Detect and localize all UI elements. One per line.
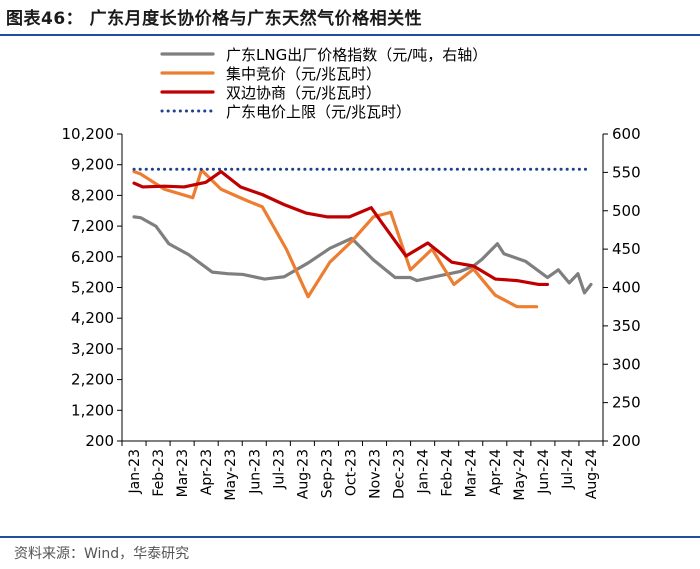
- x-tick-label: May-23: [223, 449, 239, 501]
- x-tick-label: May-24: [512, 449, 528, 501]
- footer-divider: [0, 536, 700, 538]
- left-tick-label: 3,200: [71, 340, 114, 358]
- x-tick-label: Mar-23: [175, 449, 191, 497]
- series-layer: [132, 167, 593, 309]
- x-tick-label: Nov-23: [368, 449, 384, 499]
- axes: 200 1,200 2,200 3,200 4,200 5,200 6,200 7,200 8,…: [62, 125, 641, 501]
- x-tick-label: Dec-23: [392, 449, 408, 499]
- x-tick-label: Jul-23: [271, 449, 287, 490]
- x-tick-label: Sep-23: [319, 449, 335, 498]
- left-tick-label: 200: [85, 432, 114, 450]
- x-tick-label: Oct-23: [343, 449, 359, 496]
- left-tick-label: 6,200: [71, 248, 114, 266]
- x-tick-label: Apr-24: [488, 449, 504, 495]
- legend-label-2: 双边协商（元/兆瓦时）: [226, 84, 381, 102]
- x-tick-label: Jan-24: [416, 449, 432, 495]
- series-line-2: [132, 170, 550, 287]
- title-divider: [0, 34, 700, 36]
- x-tick-label: Jun-24: [536, 449, 552, 495]
- x-tick-label: Jan-23: [127, 449, 143, 494]
- x-tick-label: Aug-24: [584, 449, 600, 499]
- right-tick-label: 300: [612, 355, 641, 373]
- left-tick-label: 5,200: [71, 279, 114, 297]
- x-tick-label: Feb-24: [440, 449, 456, 497]
- legend: 广东LNG出厂价格指数（元/吨，右轴）集中竞价（元/兆瓦时）双边协商（元/兆瓦时…: [160, 46, 487, 121]
- right-tick-label: 200: [612, 432, 641, 450]
- x-tick-label: Jun-23: [247, 449, 263, 495]
- x-tick-label: Mar-24: [464, 449, 480, 497]
- source-note: 资料来源：Wind，华泰研究: [14, 546, 190, 562]
- right-tick-label: 600: [612, 125, 641, 143]
- left-tick-label: 7,200: [71, 217, 114, 235]
- left-tick-label: 9,200: [71, 156, 114, 174]
- left-tick-label: 2,200: [71, 371, 114, 389]
- legend-label-1: 集中竞价（元/兆瓦时）: [226, 65, 381, 83]
- legend-label-3: 广东电价上限（元/兆瓦时）: [226, 103, 411, 121]
- left-tick-label: 10,200: [62, 125, 115, 143]
- right-tick-label: 450: [612, 240, 641, 258]
- right-tick-label: 250: [612, 394, 641, 412]
- chart-title: 图表46： 广东月度长协价格与广东天然气价格相关性: [6, 9, 423, 29]
- legend-label-0: 广东LNG出厂价格指数（元/吨，右轴）: [226, 46, 487, 64]
- right-tick-label: 500: [612, 202, 641, 220]
- series-line-0: [132, 215, 593, 295]
- left-tick-label: 1,200: [71, 401, 114, 419]
- x-tick-label: Feb-23: [151, 449, 167, 497]
- left-tick-label: 4,200: [71, 309, 114, 327]
- right-tick-label: 400: [612, 279, 641, 297]
- x-tick-label: Jul-24: [560, 449, 576, 490]
- x-tick-label: Aug-23: [295, 449, 311, 499]
- x-tick-label: Apr-23: [199, 449, 215, 495]
- left-tick-label: 8,200: [71, 186, 114, 204]
- right-tick-label: 350: [612, 317, 641, 335]
- series-line-1: [132, 168, 539, 309]
- right-tick-label: 550: [612, 163, 641, 181]
